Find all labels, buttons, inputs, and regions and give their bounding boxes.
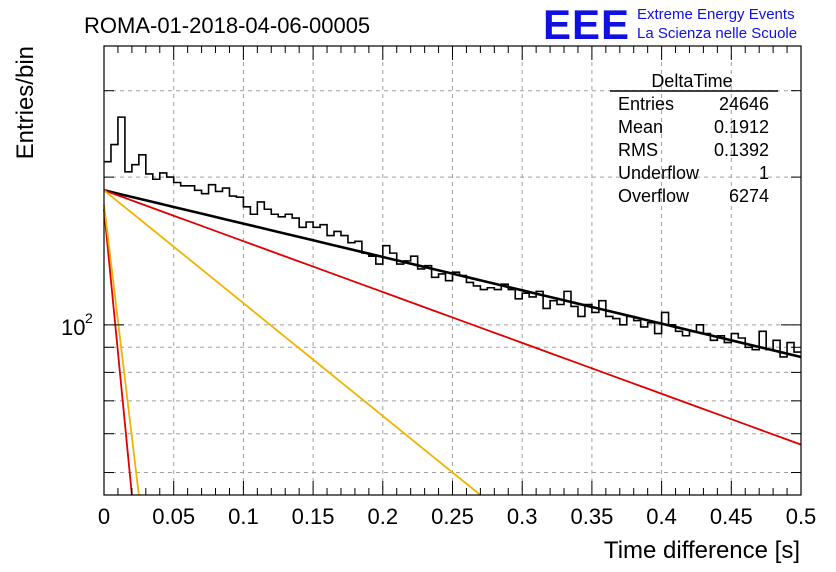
x-tick-label: 0.1	[228, 504, 259, 529]
histogram	[104, 116, 801, 358]
axis-ticks	[103, 46, 802, 495]
x-tick-labels: 0 0.05 0.1 0.15 0.2 0.25 0.3 0.35 0.4 0.45 0.5	[98, 504, 816, 529]
stats-rows: Entries 24646 Mean 0.1912 RMS 0.1392 Underflow…	[618, 94, 769, 206]
fit-curves	[103, 189, 802, 496]
stats-label: RMS	[618, 140, 658, 160]
fit-curve-slow	[103, 189, 802, 446]
x-tick-label: 0.2	[368, 504, 399, 529]
eee-logo: EEE Extreme Energy Events La Scienza nel…	[543, 1, 797, 48]
org-line-1: Extreme Energy Events	[637, 6, 795, 23]
stats-value: 6274	[729, 186, 769, 206]
run-title: ROMA-01-2018-04-06-00005	[84, 13, 370, 38]
x-tick-label: 0.5	[786, 504, 817, 529]
stats-value: 24646	[719, 94, 769, 114]
stats-label: Underflow	[618, 163, 700, 183]
stats-value: 0.1912	[714, 117, 769, 137]
x-tick-label: 0.05	[152, 504, 195, 529]
histogram-line	[104, 116, 801, 358]
x-tick-label: 0.15	[292, 504, 335, 529]
stats-title: DeltaTime	[651, 71, 732, 91]
org-line-2: La Scienza nelle Scuole	[637, 25, 797, 42]
stats-box: DeltaTime Entries 24646 Mean 0.1912 RMS 0.139…	[610, 71, 778, 206]
x-tick-label: 0.4	[646, 504, 677, 529]
fit-curve-medium	[103, 189, 481, 496]
x-tick-label: 0.45	[710, 504, 753, 529]
stats-value: 1	[759, 163, 769, 183]
fit-curve-fast2	[103, 204, 140, 496]
plot-frame	[103, 45, 802, 496]
stats-label: Overflow	[618, 186, 690, 206]
stats-label: Entries	[618, 94, 674, 114]
y-axis-label: Entries/bin	[12, 46, 39, 159]
stats-value: 0.1392	[714, 140, 769, 160]
x-tick-label: 0.3	[507, 504, 538, 529]
fit-curve-fast1	[103, 209, 133, 496]
y-tick-label-base: 10	[61, 315, 85, 340]
x-tick-label: 0.25	[431, 504, 474, 529]
x-tick-label: 0.35	[570, 504, 613, 529]
y-tick-label-exp: 2	[85, 310, 93, 326]
stats-label: Mean	[618, 117, 663, 137]
x-tick-label: 0	[98, 504, 110, 529]
grid-lines	[104, 46, 801, 495]
y-tick-label-10-2: 10 2	[61, 310, 93, 340]
x-axis-label: Time difference [s]	[604, 537, 800, 564]
eee-logo-text: EEE	[543, 1, 630, 48]
